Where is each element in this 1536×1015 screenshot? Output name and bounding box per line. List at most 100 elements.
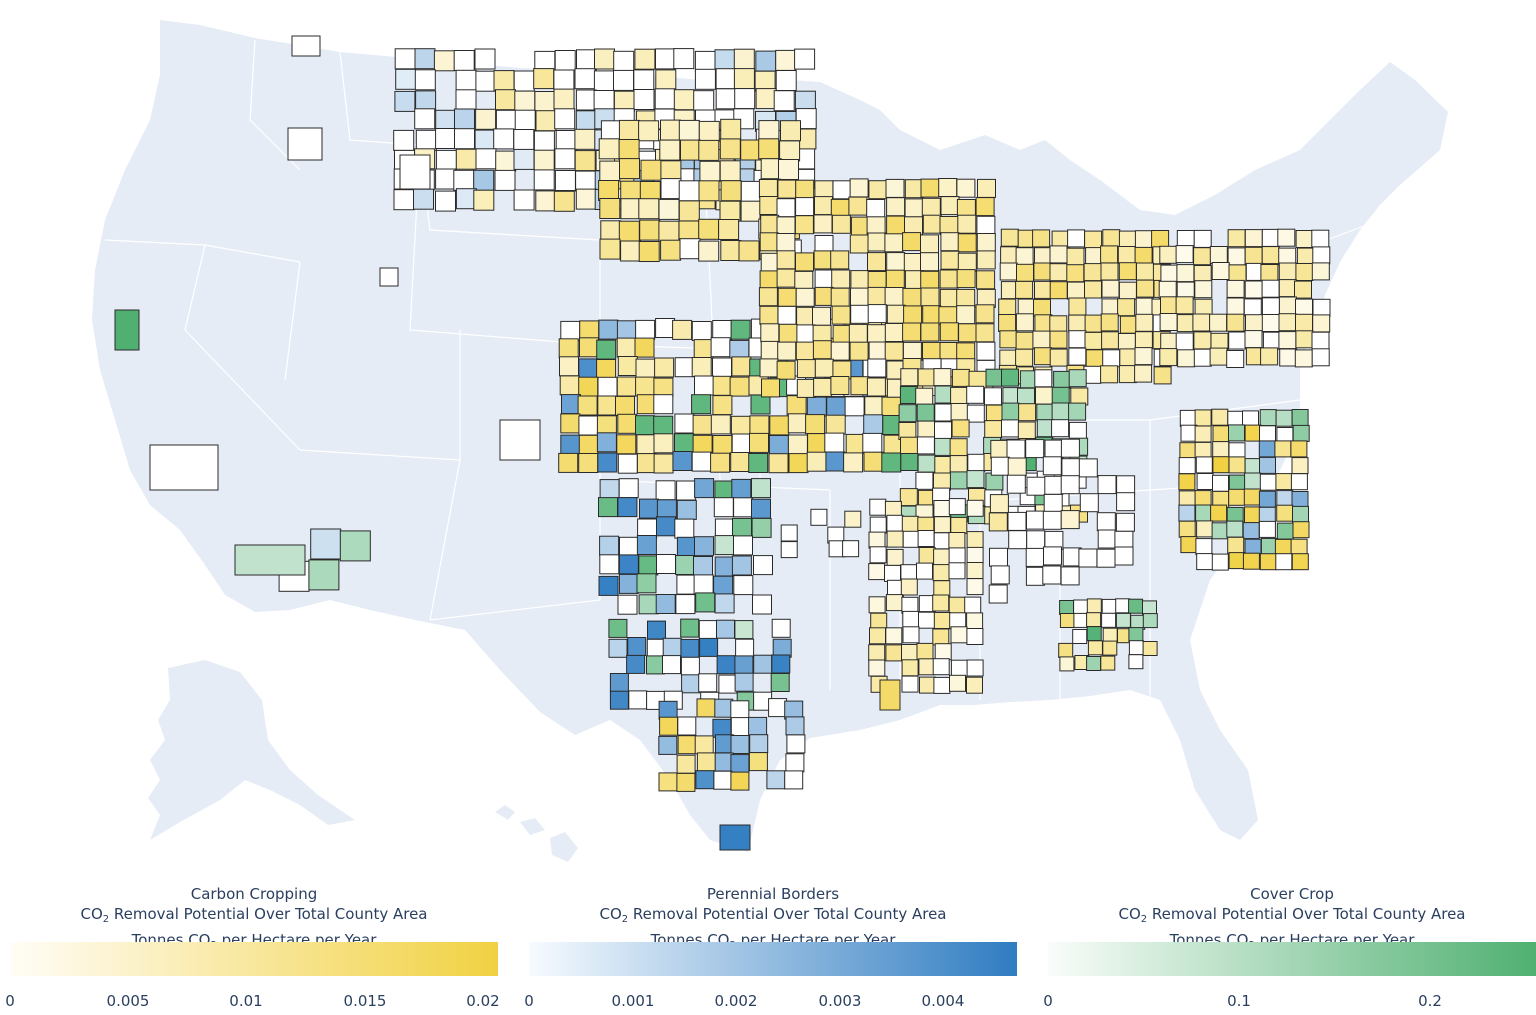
county-shape[interactable] bbox=[1102, 627, 1118, 643]
county-shape[interactable] bbox=[680, 656, 700, 676]
county-shape[interactable] bbox=[740, 200, 762, 222]
county-shape[interactable] bbox=[577, 395, 598, 416]
county-shape[interactable] bbox=[660, 178, 682, 200]
county-shape[interactable] bbox=[1114, 546, 1134, 566]
county-shape[interactable] bbox=[1119, 348, 1138, 367]
county-shape[interactable] bbox=[812, 306, 831, 326]
county-shape[interactable] bbox=[1067, 229, 1086, 248]
county-shape[interactable] bbox=[812, 340, 832, 360]
county-shape[interactable] bbox=[794, 215, 814, 235]
county-shape[interactable] bbox=[1001, 402, 1020, 421]
county-shape[interactable] bbox=[1025, 547, 1045, 567]
county-shape[interactable] bbox=[932, 564, 950, 582]
county-shape[interactable] bbox=[1036, 403, 1055, 422]
county-shape[interactable] bbox=[578, 415, 599, 436]
county-shape[interactable] bbox=[869, 627, 886, 645]
county-shape[interactable] bbox=[1195, 504, 1213, 522]
county-shape[interactable] bbox=[620, 240, 642, 262]
county-layer[interactable] bbox=[114, 35, 1331, 851]
county-shape[interactable] bbox=[1226, 279, 1245, 298]
county-shape[interactable] bbox=[934, 385, 953, 404]
county-shape[interactable] bbox=[922, 305, 942, 325]
county-shape[interactable] bbox=[918, 658, 936, 676]
county-shape[interactable] bbox=[1259, 473, 1277, 491]
county-shape[interactable] bbox=[752, 594, 772, 615]
county-shape[interactable] bbox=[1142, 600, 1157, 616]
county-shape[interactable] bbox=[966, 562, 984, 579]
county-shape[interactable] bbox=[638, 555, 659, 576]
county-shape[interactable] bbox=[932, 628, 950, 646]
county-shape[interactable] bbox=[939, 322, 959, 342]
county-shape[interactable] bbox=[620, 198, 642, 220]
county-shape[interactable] bbox=[964, 596, 982, 614]
county-shape[interactable] bbox=[535, 110, 557, 132]
county-shape[interactable] bbox=[534, 91, 556, 112]
county-shape[interactable] bbox=[578, 434, 599, 455]
county-shape[interactable] bbox=[958, 323, 978, 343]
county-shape[interactable] bbox=[1049, 281, 1068, 300]
county-shape[interactable] bbox=[655, 48, 676, 70]
county-shape[interactable] bbox=[617, 453, 638, 474]
county-shape[interactable] bbox=[714, 698, 734, 718]
county-shape[interactable] bbox=[768, 698, 788, 718]
county-shape[interactable] bbox=[1015, 331, 1034, 350]
county-shape[interactable] bbox=[830, 198, 850, 218]
county-shape[interactable] bbox=[1136, 262, 1154, 281]
county-shape[interactable] bbox=[712, 357, 732, 378]
county-shape[interactable] bbox=[674, 518, 695, 539]
county-shape[interactable] bbox=[920, 322, 940, 342]
county-shape[interactable] bbox=[899, 488, 918, 507]
county-shape[interactable] bbox=[750, 394, 771, 415]
county-shape[interactable] bbox=[843, 452, 864, 473]
county-shape[interactable] bbox=[713, 770, 733, 790]
county-shape[interactable] bbox=[1042, 510, 1062, 530]
county-shape[interactable] bbox=[710, 414, 731, 435]
county-shape[interactable] bbox=[814, 269, 834, 289]
county-shape[interactable] bbox=[758, 120, 780, 142]
county-shape[interactable] bbox=[719, 824, 751, 851]
county-shape[interactable] bbox=[1060, 438, 1080, 458]
county-shape[interactable] bbox=[395, 68, 417, 90]
county-shape[interactable] bbox=[796, 306, 816, 326]
county-shape[interactable] bbox=[886, 514, 904, 532]
county-shape[interactable] bbox=[600, 220, 622, 242]
county-shape[interactable] bbox=[675, 555, 696, 575]
county-shape[interactable] bbox=[748, 716, 768, 736]
county-shape[interactable] bbox=[863, 451, 884, 472]
county-shape[interactable] bbox=[1087, 640, 1103, 656]
county-shape[interactable] bbox=[1134, 331, 1153, 350]
county-shape[interactable] bbox=[934, 421, 952, 440]
county-shape[interactable] bbox=[916, 562, 933, 580]
county-shape[interactable] bbox=[1034, 369, 1053, 388]
county-shape[interactable] bbox=[749, 734, 769, 754]
county-shape[interactable] bbox=[1243, 298, 1262, 317]
county-shape[interactable] bbox=[695, 770, 715, 790]
county-shape[interactable] bbox=[1196, 473, 1214, 490]
county-shape[interactable] bbox=[714, 556, 735, 577]
county-shape[interactable] bbox=[1195, 538, 1213, 556]
county-shape[interactable] bbox=[850, 270, 870, 290]
county-shape[interactable] bbox=[1259, 456, 1276, 474]
county-shape[interactable] bbox=[1292, 424, 1310, 442]
county-shape[interactable] bbox=[1228, 456, 1246, 474]
county-shape[interactable] bbox=[917, 368, 936, 387]
county-shape[interactable] bbox=[1134, 347, 1153, 366]
county-shape[interactable] bbox=[699, 160, 721, 182]
county-shape[interactable] bbox=[932, 594, 950, 612]
county-shape[interactable] bbox=[1276, 522, 1294, 540]
county-shape[interactable] bbox=[867, 271, 887, 290]
county-shape[interactable] bbox=[618, 139, 640, 160]
county-shape[interactable] bbox=[674, 413, 695, 434]
county-shape[interactable] bbox=[533, 68, 555, 90]
county-shape[interactable] bbox=[934, 456, 953, 474]
county-shape[interactable] bbox=[984, 387, 1002, 406]
county-shape[interactable] bbox=[869, 516, 887, 534]
county-shape[interactable] bbox=[966, 531, 984, 549]
county-shape[interactable] bbox=[760, 323, 780, 343]
county-shape[interactable] bbox=[694, 375, 714, 396]
county-shape[interactable] bbox=[915, 387, 934, 406]
county-shape[interactable] bbox=[1276, 504, 1294, 522]
county-shape[interactable] bbox=[1312, 314, 1331, 333]
county-shape[interactable] bbox=[826, 396, 847, 417]
county-shape[interactable] bbox=[1295, 313, 1313, 332]
